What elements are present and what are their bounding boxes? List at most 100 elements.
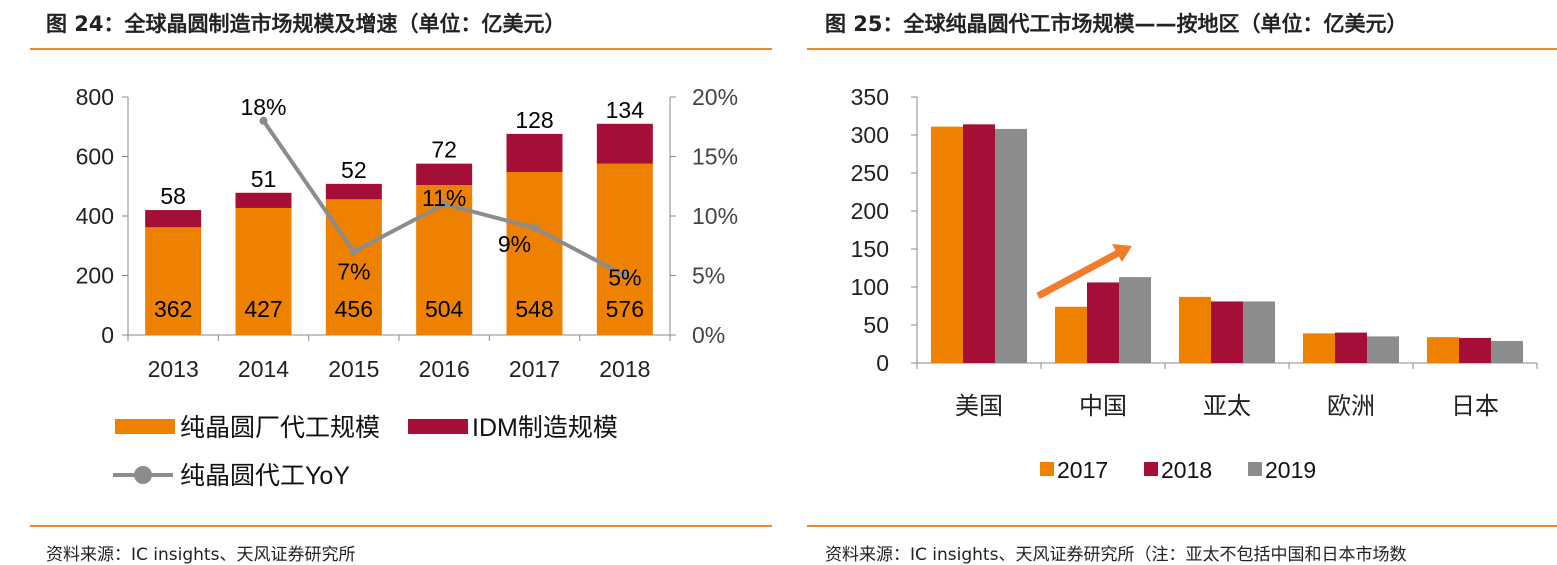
bar-pure-foundry [596, 163, 653, 335]
yoy-label: 5% [608, 265, 641, 291]
x-tick-label: 2015 [328, 356, 379, 382]
legend-swatch-2019 [1248, 462, 1262, 476]
bar-idm-label: 52 [341, 157, 367, 183]
left-y-tick-label: 200 [76, 263, 114, 289]
bar-2017 [1303, 333, 1335, 363]
left-source-rule [30, 525, 772, 527]
left-figure-title: 图 24：全球晶圆制造市场规模及增速（单位：亿美元） [46, 12, 566, 36]
legend-swatch-2017 [1040, 462, 1054, 476]
bar-2019 [1491, 340, 1523, 363]
right-y-tick-label: 15% [692, 144, 738, 170]
legend-swatch-2018 [1144, 462, 1158, 476]
bar-2018 [1211, 301, 1243, 363]
yoy-point [530, 223, 539, 232]
x-tick-label: 美国 [955, 393, 1003, 420]
yoy-label: 9% [498, 231, 531, 257]
foundry-by-region-chart: 0 50 100 150 200 250 300 350 美国 中国 亚太 欧洲 日本 2017 2018 2… [851, 84, 1538, 483]
x-tick-label: 2013 [148, 356, 199, 382]
bar-idm-label: 72 [431, 137, 457, 163]
bar-idm [235, 192, 292, 208]
yoy-point [440, 200, 449, 209]
x-tick-label: 2017 [509, 356, 560, 382]
y-tick-label: 300 [851, 122, 889, 148]
legend-label-yoy: 纯晶圆代工YoY [180, 462, 350, 490]
right-y-tick-label: 10% [692, 203, 738, 229]
legend-swatch-idm [408, 419, 468, 434]
bar-pure-foundry [145, 227, 202, 335]
legend-swatch-pure-foundry [115, 419, 175, 434]
yoy-label: 18% [240, 94, 286, 120]
x-tick-label: 2016 [419, 356, 470, 382]
bar-2017 [1427, 337, 1459, 363]
y-tick-label: 150 [851, 236, 889, 262]
bar-2018 [1335, 332, 1367, 363]
y-tick-label: 0 [876, 350, 889, 376]
right-y-tick-label: 5% [692, 263, 725, 289]
trend-arrow-shaft [1036, 248, 1122, 300]
y-tick-label: 250 [851, 160, 889, 186]
yoy-label: 7% [337, 259, 370, 285]
bar-pure-foundry-label: 576 [606, 296, 644, 322]
bar-idm [506, 133, 563, 172]
right-figure-source: 资料来源：IC insights、天风证券研究所（注：亚太不包括中国和日本市场数 [825, 545, 1407, 565]
bar-idm-label: 128 [515, 107, 553, 133]
bar-2019 [1243, 301, 1275, 363]
bar-pure-foundry-label: 456 [335, 296, 373, 322]
bar-idm-label: 51 [251, 166, 277, 192]
bar-2019 [1119, 277, 1151, 363]
right-title-rule [807, 48, 1557, 50]
bar-2018 [963, 124, 995, 363]
bar-idm [416, 163, 473, 186]
x-tick-label: 2014 [238, 356, 289, 382]
bar-pure-foundry-label: 427 [244, 296, 282, 322]
x-tick-label: 中国 [1079, 393, 1127, 420]
wafer-manufacturing-chart: 0 200 400 600 800 0% 5% 10% 15% 20% 2013 2014 2015 20… [76, 84, 738, 490]
bar-pure-foundry [506, 171, 563, 335]
bar-pure-foundry-label: 362 [154, 296, 192, 322]
y-tick-label: 350 [851, 84, 889, 110]
bar-pure-foundry-label: 504 [425, 296, 464, 322]
left-y-tick-label: 600 [76, 144, 114, 170]
right-y-tick-label: 20% [692, 84, 738, 110]
right-source-rule [807, 525, 1557, 527]
yoy-point [349, 247, 358, 256]
bar-idm-label: 58 [160, 183, 186, 209]
bar-idm [325, 183, 382, 200]
bar-pure-foundry [235, 207, 292, 335]
left-title-rule [30, 48, 772, 50]
bar-2017 [1055, 306, 1087, 363]
yoy-label: 11% [422, 185, 466, 211]
left-figure-panel: 图 24：全球晶圆制造市场规模及增速（单位：亿美元） 0 200 400 600 800… [30, 12, 772, 565]
y-tick-label: 100 [851, 274, 889, 300]
legend-label-2018: 2018 [1161, 457, 1212, 483]
legend-label-pure-foundry: 纯晶圆厂代工规模 [180, 414, 380, 442]
x-tick-label: 2018 [599, 356, 650, 382]
right-y-tick-label: 0% [692, 322, 725, 348]
bar-2018 [1459, 337, 1491, 363]
y-tick-label: 50 [863, 312, 889, 338]
left-y-tick-label: 0 [101, 322, 114, 348]
bar-2019 [1367, 336, 1399, 363]
bar-idm-label: 134 [606, 97, 645, 123]
yoy-point [259, 116, 268, 125]
bar-2017 [1179, 296, 1211, 363]
yoy-point [620, 271, 629, 280]
legend-label-idm: IDM制造规模 [472, 414, 618, 442]
y-tick-label: 200 [851, 198, 889, 224]
bar-idm [596, 123, 653, 164]
right-figure-title: 图 25：全球纯晶圆代工市场规模——按地区（单位：亿美元） [825, 12, 1408, 36]
legend-label-2017: 2017 [1057, 457, 1108, 483]
legend-marker-yoy [134, 466, 152, 484]
bar-pure-foundry-label: 548 [515, 296, 553, 322]
left-figure-source: 资料来源：IC insights、天风证券研究所 [46, 545, 356, 565]
x-tick-label: 亚太 [1203, 393, 1251, 420]
left-y-tick-label: 800 [76, 84, 114, 110]
x-tick-label: 日本 [1451, 393, 1499, 420]
x-tick-label: 欧洲 [1327, 393, 1375, 420]
bar-2018 [1087, 282, 1119, 363]
bar-2017 [931, 126, 963, 363]
bar-2019 [995, 128, 1027, 363]
bar-idm [145, 210, 202, 228]
legend-label-2019: 2019 [1265, 457, 1316, 483]
right-figure-panel: 图 25：全球纯晶圆代工市场规模——按地区（单位：亿美元） 0 50 100 150 2… [790, 0, 1557, 565]
